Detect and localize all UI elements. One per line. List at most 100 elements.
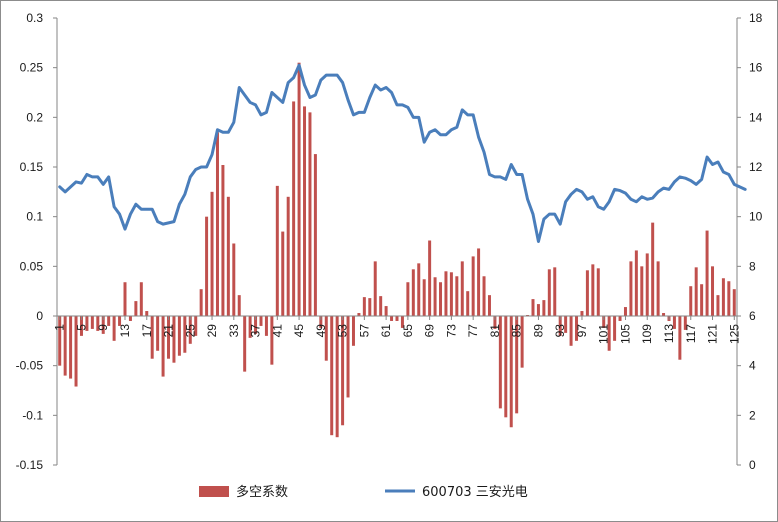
- bar-99: [591, 264, 595, 316]
- right-tick-label: 16: [749, 61, 763, 75]
- bar-94: [564, 316, 568, 333]
- x-tick-label: 125: [727, 324, 741, 344]
- bar-96: [575, 316, 579, 341]
- bar-83: [504, 316, 508, 418]
- bar-105: [623, 307, 627, 316]
- bar-series: [58, 62, 736, 438]
- bar-37: [254, 316, 258, 334]
- x-tick-label: 121: [706, 324, 720, 344]
- right-tick-label: 18: [749, 11, 763, 25]
- x-tick-label: 21: [162, 324, 176, 338]
- bar-23: [177, 316, 181, 356]
- bar-9: [101, 316, 105, 334]
- bar-58: [368, 298, 372, 316]
- bar-102: [607, 316, 611, 351]
- bar-121: [711, 266, 715, 316]
- bar-47: [308, 112, 312, 317]
- bar-68: [422, 279, 426, 316]
- bar-48: [313, 154, 317, 316]
- x-tick-label: 89: [531, 324, 545, 338]
- bar-4: [74, 316, 78, 387]
- bar-45: [297, 62, 301, 317]
- x-tick-label: 101: [597, 324, 611, 344]
- bar-51: [330, 316, 334, 436]
- bar-36: [248, 316, 252, 338]
- bar-82: [498, 316, 502, 409]
- bar-53: [341, 316, 345, 426]
- bar-70: [433, 277, 437, 316]
- bar-64: [400, 316, 404, 328]
- bar-63: [395, 316, 399, 321]
- bar-124: [727, 281, 731, 316]
- x-tick-label: 61: [379, 324, 393, 338]
- x-tick-label: 113: [662, 324, 676, 343]
- bar-74: [455, 276, 459, 316]
- bar-65: [406, 282, 410, 316]
- x-tick-label: 77: [466, 324, 480, 338]
- x-tick-label: 57: [357, 324, 371, 338]
- bar-8: [96, 316, 100, 331]
- bar-109: [645, 253, 649, 316]
- left-tick-label: 0.15: [20, 160, 44, 174]
- bar-62: [390, 316, 394, 321]
- bar-54: [346, 316, 350, 398]
- bar-43: [286, 196, 290, 316]
- bar-108: [640, 266, 644, 316]
- bar-75: [460, 261, 464, 316]
- bar-49: [319, 316, 323, 328]
- bar-69: [428, 240, 432, 316]
- left-tick-label: -0.1: [22, 408, 43, 422]
- left-tick-label: -0.15: [16, 458, 44, 472]
- bar-73: [449, 272, 453, 316]
- bar-90: [542, 300, 546, 316]
- bar-78: [477, 248, 481, 316]
- x-tick-label: 17: [140, 324, 154, 338]
- x-tick-label: 97: [575, 324, 589, 338]
- bar-12: [118, 316, 122, 326]
- bar-111: [656, 261, 660, 316]
- bar-119: [700, 284, 704, 316]
- bar-81: [493, 316, 497, 329]
- bar-17: [145, 311, 149, 316]
- bar-76: [466, 291, 470, 316]
- bar-42: [281, 231, 285, 316]
- right-axis-ticks: 0 2 4 6 8 10 12 14 16 18: [737, 11, 763, 472]
- left-tick-label: 0.2: [26, 110, 43, 124]
- bar-6: [85, 316, 89, 331]
- bar-93: [558, 316, 562, 336]
- bar-91: [547, 269, 551, 316]
- bar-80: [487, 295, 491, 316]
- right-tick-label: 10: [749, 210, 763, 224]
- bar-77: [471, 256, 475, 316]
- bar-92: [553, 267, 557, 316]
- bar-31: [221, 165, 225, 316]
- left-tick-label: 0: [36, 309, 43, 323]
- bar-25: [188, 316, 192, 344]
- legend-bar-label: 多空系数: [236, 484, 288, 500]
- bar-122: [716, 295, 720, 316]
- bar-30: [215, 132, 219, 316]
- bar-104: [618, 316, 622, 321]
- bar-3: [69, 316, 73, 379]
- x-tick-label: 69: [423, 324, 437, 338]
- legend-line-label: 600703 三安光电: [422, 485, 528, 500]
- bar-115: [678, 316, 682, 360]
- bar-88: [531, 299, 535, 316]
- bar-16: [139, 282, 143, 316]
- bar-15: [134, 301, 138, 316]
- bar-100: [596, 268, 600, 316]
- legend: 多空系数 600703 三安光电: [199, 484, 528, 500]
- bar-32: [226, 196, 230, 316]
- bar-52: [335, 316, 339, 438]
- bar-67: [417, 263, 421, 316]
- bar-7: [90, 316, 94, 329]
- x-tick-label: 109: [640, 324, 654, 344]
- x-tick-label: 13: [118, 324, 132, 338]
- x-axis-ticks: 1 5 9 13 17 21 25 29 33 37 41 45 49 53 57 61 65 69 73 77 81 8…: [53, 316, 741, 344]
- x-tick-label: 105: [618, 324, 632, 344]
- x-tick-label: 29: [205, 324, 219, 338]
- x-tick-label: 5: [74, 324, 88, 331]
- bar-22: [172, 316, 176, 363]
- right-tick-label: 2: [749, 408, 756, 422]
